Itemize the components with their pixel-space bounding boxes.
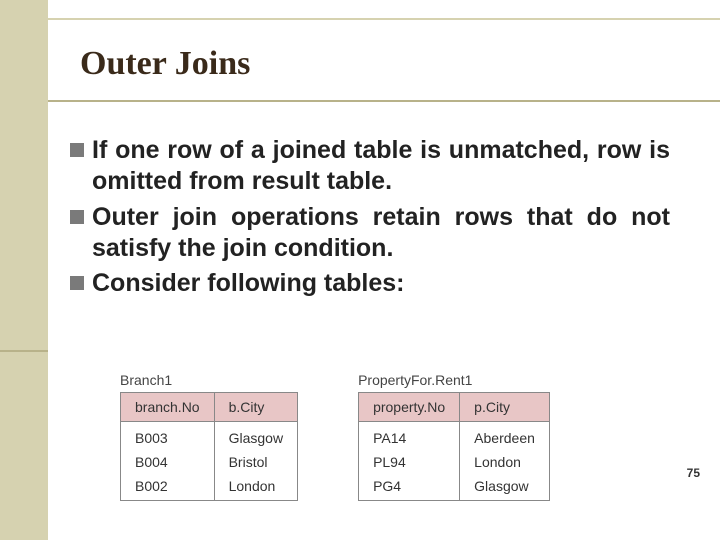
bullet-text: Outer join operations retain rows that d… — [92, 202, 670, 265]
square-bullet-icon — [70, 210, 84, 224]
bullet-text: Consider following tables: — [92, 268, 405, 299]
table-cell: PL94 — [359, 450, 460, 474]
table-caption: PropertyFor.Rent1 — [358, 372, 550, 388]
mid-accent-line — [0, 350, 48, 352]
table-cell: London — [214, 474, 297, 501]
bullet-item: Outer join operations retain rows that d… — [70, 202, 670, 265]
table-cell: B002 — [121, 474, 215, 501]
table-row: PA14 Aberdeen — [359, 422, 550, 451]
property-table-block: PropertyFor.Rent1 property.No p.City PA1… — [358, 372, 550, 501]
table-row: PG4 Glasgow — [359, 474, 550, 501]
top-accent-line — [0, 18, 720, 20]
square-bullet-icon — [70, 276, 84, 290]
table-header-row: property.No p.City — [359, 393, 550, 422]
table-caption: Branch1 — [120, 372, 298, 388]
slide-title: Outer Joins — [80, 45, 250, 83]
property-table: property.No p.City PA14 Aberdeen PL94 Lo… — [358, 392, 550, 501]
table-cell: B003 — [121, 422, 215, 451]
tables-container: Branch1 branch.No b.City B003 Glasgow B0… — [120, 372, 660, 501]
table-header-row: branch.No b.City — [121, 393, 298, 422]
table-cell: Bristol — [214, 450, 297, 474]
bullet-item: If one row of a joined table is unmatche… — [70, 135, 670, 198]
bullet-text: If one row of a joined table is unmatche… — [92, 135, 670, 198]
table-header-cell: property.No — [359, 393, 460, 422]
title-underline — [48, 100, 720, 102]
table-row: B002 London — [121, 474, 298, 501]
table-cell: Glasgow — [214, 422, 297, 451]
page-number: 75 — [687, 466, 700, 480]
table-row: B004 Bristol — [121, 450, 298, 474]
table-cell: Aberdeen — [460, 422, 550, 451]
slide-body: If one row of a joined table is unmatche… — [70, 135, 670, 303]
left-accent-band — [0, 0, 48, 540]
bullet-item: Consider following tables: — [70, 268, 670, 299]
table-cell: London — [460, 450, 550, 474]
table-cell: B004 — [121, 450, 215, 474]
table-row: B003 Glasgow — [121, 422, 298, 451]
table-cell: Glasgow — [460, 474, 550, 501]
slide: Outer Joins If one row of a joined table… — [0, 0, 720, 540]
table-header-cell: b.City — [214, 393, 297, 422]
branch-table-block: Branch1 branch.No b.City B003 Glasgow B0… — [120, 372, 298, 501]
square-bullet-icon — [70, 143, 84, 157]
table-row: PL94 London — [359, 450, 550, 474]
table-cell: PA14 — [359, 422, 460, 451]
table-cell: PG4 — [359, 474, 460, 501]
table-header-cell: p.City — [460, 393, 550, 422]
branch-table: branch.No b.City B003 Glasgow B004 Brist… — [120, 392, 298, 501]
table-header-cell: branch.No — [121, 393, 215, 422]
